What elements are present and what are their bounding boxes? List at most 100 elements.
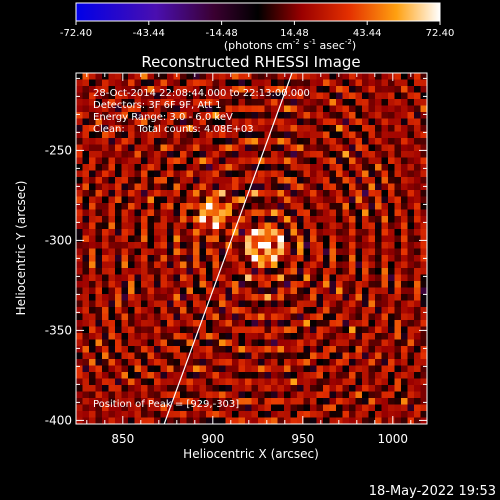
- heatmap-cell: [232, 372, 239, 379]
- heatmap-cell: [154, 281, 161, 288]
- heatmap-cell: [349, 92, 356, 100]
- heatmap-cell: [420, 138, 427, 145]
- heatmap-cell: [82, 229, 90, 236]
- heatmap-cell: [297, 339, 304, 347]
- heatmap-cell: [225, 125, 233, 132]
- heatmap-cell: [310, 144, 317, 152]
- heatmap-cell: [147, 151, 155, 158]
- heatmap-cell: [394, 138, 402, 145]
- heatmap-cell: [407, 242, 415, 249]
- heatmap-cell: [381, 79, 389, 87]
- heatmap-cell: [134, 378, 142, 386]
- heatmap-cell: [251, 333, 259, 340]
- heatmap-cell: [414, 144, 421, 152]
- heatmap-cell: [147, 391, 155, 399]
- heatmap-cell: [342, 281, 350, 288]
- heatmap-cell: [316, 268, 324, 275]
- heatmap-cell: [329, 86, 337, 93]
- heatmap-cell: [277, 229, 285, 236]
- heatmap-cell: [180, 138, 187, 145]
- heatmap-cell: [212, 131, 220, 139]
- heatmap-cell: [401, 190, 408, 197]
- heatmap-cell: [102, 99, 109, 106]
- heatmap-cell: [368, 391, 376, 399]
- heatmap-cell: [303, 391, 311, 399]
- heatmap-cell: [186, 79, 194, 87]
- heatmap-cell: [212, 157, 220, 165]
- heatmap-cell: [271, 203, 278, 210]
- heatmap-cell: [206, 86, 213, 93]
- heatmap-cell: [271, 73, 278, 80]
- heatmap-cell: [323, 79, 330, 87]
- heatmap-cell: [342, 216, 350, 223]
- heatmap-cell: [310, 268, 317, 275]
- heatmap-cell: [310, 385, 317, 392]
- heatmap-cell: [277, 235, 285, 243]
- heatmap-cell: [134, 79, 142, 87]
- heatmap-cell: [115, 125, 122, 132]
- heatmap-cell: [95, 203, 103, 210]
- heatmap-cell: [193, 112, 200, 119]
- heatmap-cell: [407, 105, 415, 113]
- heatmap-cell: [167, 79, 174, 87]
- heatmap-cell: [232, 398, 239, 405]
- heatmap-cell: [316, 105, 324, 113]
- heatmap-cell: [401, 138, 408, 145]
- heatmap-cell: [108, 112, 116, 119]
- heatmap-cell: [225, 398, 233, 405]
- heatmap-cell: [316, 365, 324, 373]
- heatmap-cell: [167, 320, 174, 327]
- heatmap-cell: [420, 274, 427, 282]
- heatmap-cell: [323, 86, 330, 93]
- heatmap-cell: [251, 229, 259, 236]
- heatmap-cell: [290, 300, 298, 308]
- heatmap-cell: [154, 385, 161, 392]
- heatmap-cell: [355, 170, 363, 178]
- heatmap-cell: [381, 131, 389, 139]
- heatmap-cell: [245, 157, 252, 165]
- heatmap-cell: [154, 365, 161, 373]
- heatmap-cell: [238, 417, 246, 424]
- heatmap-cell: [193, 255, 200, 262]
- heatmap-cell: [212, 255, 220, 262]
- heatmap-cell: [121, 255, 129, 262]
- heatmap-cell: [297, 352, 304, 360]
- heatmap-cell: [388, 131, 395, 139]
- heatmap-cell: [154, 307, 161, 314]
- heatmap-cell: [323, 131, 330, 139]
- heatmap-cell: [199, 190, 207, 197]
- heatmap-cell: [388, 287, 395, 295]
- heatmap-cell: [342, 287, 350, 295]
- heatmap-cell: [394, 73, 402, 80]
- heatmap-cell: [128, 346, 135, 353]
- heatmap-cell: [362, 144, 369, 152]
- heatmap-cell: [316, 339, 324, 347]
- heatmap-cell: [199, 391, 207, 399]
- heatmap-cell: [414, 216, 421, 223]
- heatmap-cell: [336, 229, 343, 236]
- heatmap-cell: [375, 352, 382, 360]
- heatmap-cell: [95, 261, 103, 269]
- heatmap-cell: [95, 378, 103, 386]
- heatmap-cell: [381, 365, 389, 373]
- heatmap-cell: [388, 105, 395, 113]
- heatmap-cell: [355, 92, 363, 100]
- heatmap-cell: [349, 112, 356, 119]
- heatmap-cell: [121, 261, 129, 269]
- heatmap-cell: [316, 118, 324, 126]
- heatmap-cell: [160, 261, 168, 269]
- heatmap-cell: [160, 300, 168, 308]
- heatmap-cell: [394, 242, 402, 249]
- heatmap-cell: [336, 365, 343, 373]
- heatmap-cell: [316, 79, 324, 87]
- heatmap-cell: [271, 274, 278, 282]
- heatmap-cell: [193, 287, 200, 295]
- heatmap-cell: [115, 222, 122, 230]
- heatmap-cell: [251, 125, 259, 132]
- heatmap-cell: [336, 326, 343, 334]
- heatmap-cell: [381, 125, 389, 132]
- heatmap-cell: [206, 151, 213, 158]
- heatmap-cell: [115, 411, 122, 418]
- heatmap-cell: [108, 300, 116, 308]
- heatmap-cell: [349, 365, 356, 373]
